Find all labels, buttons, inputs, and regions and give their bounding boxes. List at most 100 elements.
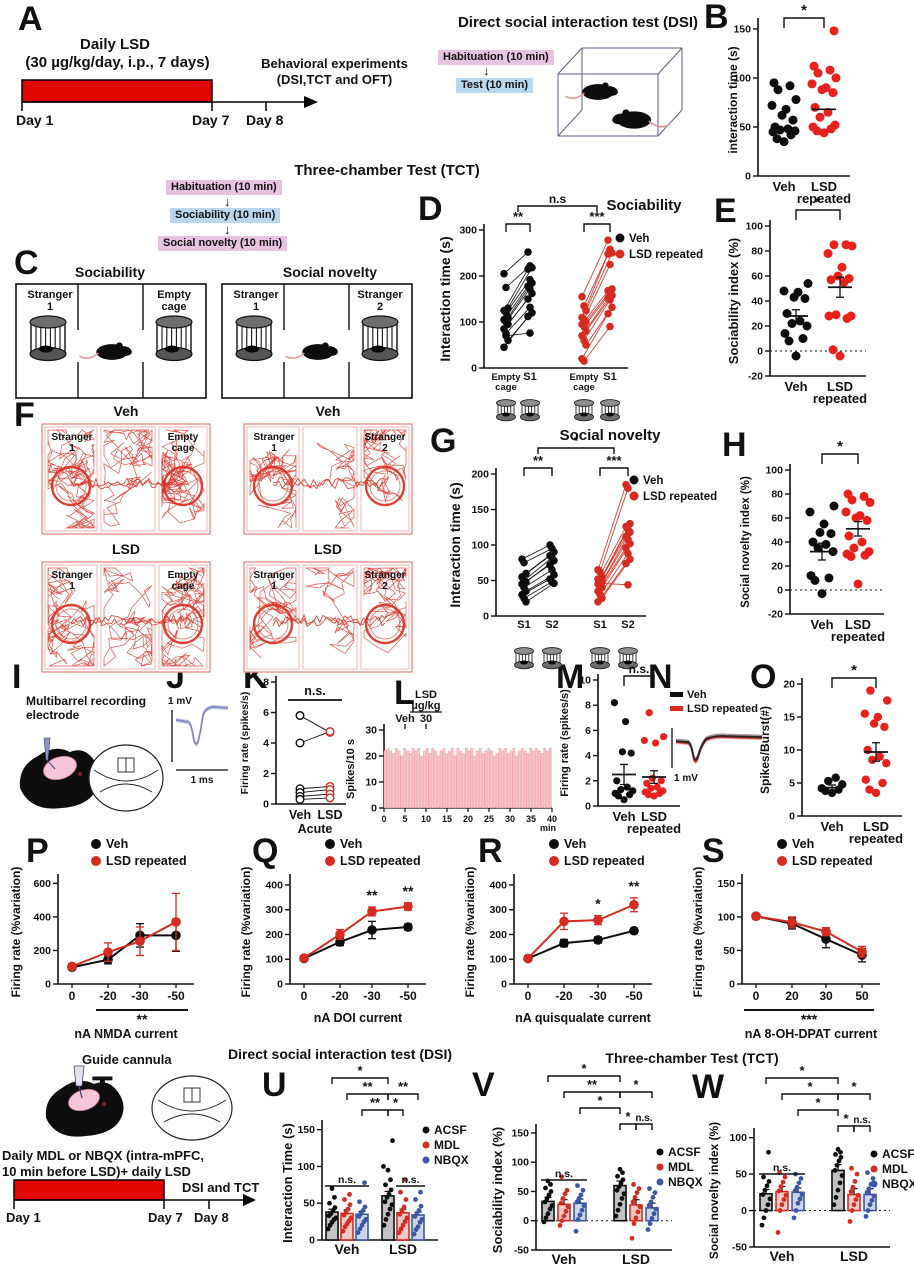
eye-dot [101,1101,107,1107]
svg-text:Firing rate (%variation): Firing rate (%variation) [691,867,705,998]
wire-cage-icon [29,315,67,362]
svg-text:150: 150 [471,504,489,516]
electrode-label-line1: Multibarrel recording [26,694,147,708]
svg-text:cage: cage [161,301,186,313]
svg-text:6: 6 [263,707,269,719]
svg-text:**: ** [362,1079,373,1094]
svg-text:Veh: Veh [564,837,586,851]
svg-text:Empty: Empty [168,432,199,443]
svg-text:LSD: LSD [389,1241,417,1257]
svg-text:*: * [851,662,857,679]
svg-text:NBQX: NBQX [434,1153,469,1167]
svg-text:Veh: Veh [316,403,341,419]
svg-text:4: 4 [585,750,591,762]
svg-text:20: 20 [463,814,473,824]
svg-text:60: 60 [751,271,763,283]
cage-icon [600,399,620,422]
svg-text:Veh: Veh [114,403,139,419]
panel-label-f: F [14,396,35,434]
track-traces-panel: VehStranger1EmptycageVehStranger1Strange… [41,403,413,673]
svg-text:*: * [597,1093,603,1108]
svg-text:20: 20 [365,751,377,763]
svg-text:n.s.: n.s. [853,1115,870,1126]
down-arrow-icon: ↓ [224,222,231,237]
svg-text:-30: -30 [363,989,381,1003]
svg-text:Empty: Empty [168,570,199,581]
svg-text:Veh: Veh [629,233,649,245]
svg-text:Veh: Veh [792,837,814,851]
svg-text:LSD repeated: LSD repeated [643,491,717,503]
cage-icon [574,399,594,422]
svg-text:Empty: Empty [491,372,521,383]
svg-text:-20: -20 [555,989,573,1003]
svg-text:Firing rate (%variation): Firing rate (%variation) [239,867,253,998]
svg-text:0: 0 [753,989,760,1003]
panel-label-v: V [472,1066,495,1104]
svg-text:-20: -20 [331,989,349,1003]
svg-text:50: 50 [477,575,489,587]
svg-text:Veh: Veh [820,819,843,834]
svg-text:LSD: LSD [840,1248,868,1264]
guide-cannula-label: Guide cannula [82,1052,172,1067]
sociability-header: Sociability [74,264,146,280]
dsi-title: Direct social interaction test (DSI) [457,14,699,31]
svg-text:*: * [393,1095,399,1110]
svg-text:200: 200 [33,945,51,957]
svg-text:**: ** [629,878,640,894]
svg-text:Spikes/10 s: Spikes/10 s [345,739,357,799]
chart-social-novelty-index: -20 0 20 40 60 80 100 Social novelty index (%) V… [740,438,885,644]
svg-text:Acute: Acute [298,822,333,836]
panel-t-day7: Day 7 [148,1210,183,1225]
svg-text:LSD: LSD [112,541,140,557]
svg-text:Firing rate (%variation): Firing rate (%variation) [9,867,23,998]
svg-text:150: 150 [733,23,751,35]
cage-icon [514,647,534,670]
svg-text:100: 100 [489,954,507,966]
svg-text:S1: S1 [593,619,606,631]
electrode-label-line2: electrode [26,708,80,722]
svg-text:0: 0 [757,346,763,358]
svg-text:Veh: Veh [289,808,311,822]
tct-habituation-step: Habituation (10 min) [166,180,282,195]
svg-text:LSD: LSD [845,617,871,632]
svg-text:100: 100 [745,221,763,233]
panel-label-r: R [478,832,503,870]
svg-text:*: * [851,1079,857,1094]
svg-text:LSD: LSD [622,1251,650,1267]
cage-icon [520,399,540,422]
panel-a-behavioral-line2: (DSI,TCT and OFT) [276,72,393,87]
svg-text:**: ** [403,883,414,899]
svg-text:Veh: Veh [335,1241,360,1257]
svg-text:-50: -50 [732,1242,747,1254]
chart-firing-rate-repeated: 0 2 4 6 8 10 Firing rate (spikes/s) Veh LSDrepea… [559,662,681,836]
svg-text:20: 20 [771,561,783,573]
svg-text:20: 20 [785,989,799,1003]
svg-text:**: ** [587,1077,598,1092]
timeline-arrowhead [304,96,318,108]
svg-text:*: * [595,896,601,912]
svg-text:0: 0 [745,171,751,183]
svg-text:40: 40 [751,296,763,308]
svg-text:50: 50 [723,945,735,957]
svg-text:10: 10 [579,675,591,687]
svg-text:NBQX: NBQX [668,1175,703,1189]
svg-text:Interaction time (s): Interaction time (s) [437,236,453,361]
dsi-arena-diagram [557,47,683,137]
panel-label-w: W [692,1068,725,1106]
down-arrow-icon: ↓ [483,63,490,78]
svg-text:0: 0 [483,611,489,623]
tct-novelty-step: Social novelty (10 min) [158,236,288,251]
svg-text:60: 60 [771,513,783,525]
panel-label-e: E [714,192,737,230]
svg-text:Sociability index (%): Sociability index (%) [726,238,741,364]
svg-text:2: 2 [382,443,388,454]
svg-text:6: 6 [585,725,591,737]
svg-text:Social novelty index (%): Social novelty index (%) [740,476,752,608]
chart-social-novelty-index-bars: -50 0 50 100 Social novelty index (%) Veh LSD A… [707,1063,914,1264]
svg-text:nA quisqualate current: nA quisqualate current [515,1011,652,1025]
svg-text:0: 0 [309,1235,315,1247]
chart-firing-rate-acute: 0 2 4 6 8 Firing rate (spikes/s) n.s. Veh LSDAcu… [239,676,346,836]
cage-icon [618,647,638,670]
cannula-site-diagram [45,1065,233,1141]
